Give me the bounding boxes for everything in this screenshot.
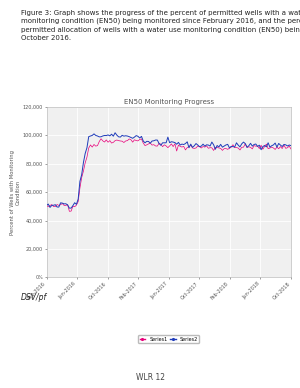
Title: EN50 Monitoring Progress: EN50 Monitoring Progress (124, 99, 214, 105)
Text: Figure 3: Graph shows the progress of the percent of permitted wells with a wate: Figure 3: Graph shows the progress of th… (21, 10, 300, 41)
Text: WLR 12: WLR 12 (136, 373, 164, 382)
Y-axis label: Percent of Wells with Monitoring
Condition: Percent of Wells with Monitoring Conditi… (10, 149, 21, 235)
Text: DSV/pf: DSV/pf (21, 293, 47, 302)
Legend: Series1, Series2: Series1, Series2 (138, 335, 200, 343)
